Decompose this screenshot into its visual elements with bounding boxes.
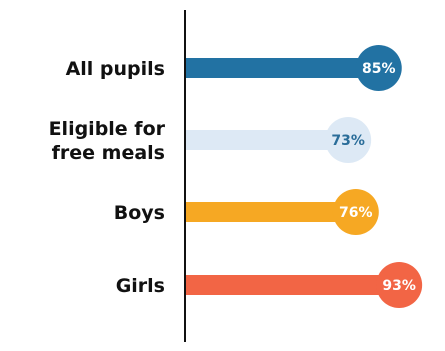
data-label: 76% xyxy=(339,205,373,221)
category-label: Girls xyxy=(116,275,165,297)
category-label: All pupils xyxy=(66,58,165,80)
category-label: free meals xyxy=(52,142,165,164)
data-label: 73% xyxy=(331,133,365,149)
category-label: Boys xyxy=(114,202,165,224)
category-label: Eligible for xyxy=(49,118,166,140)
data-label: 85% xyxy=(362,61,396,77)
data-label: 93% xyxy=(382,278,416,294)
